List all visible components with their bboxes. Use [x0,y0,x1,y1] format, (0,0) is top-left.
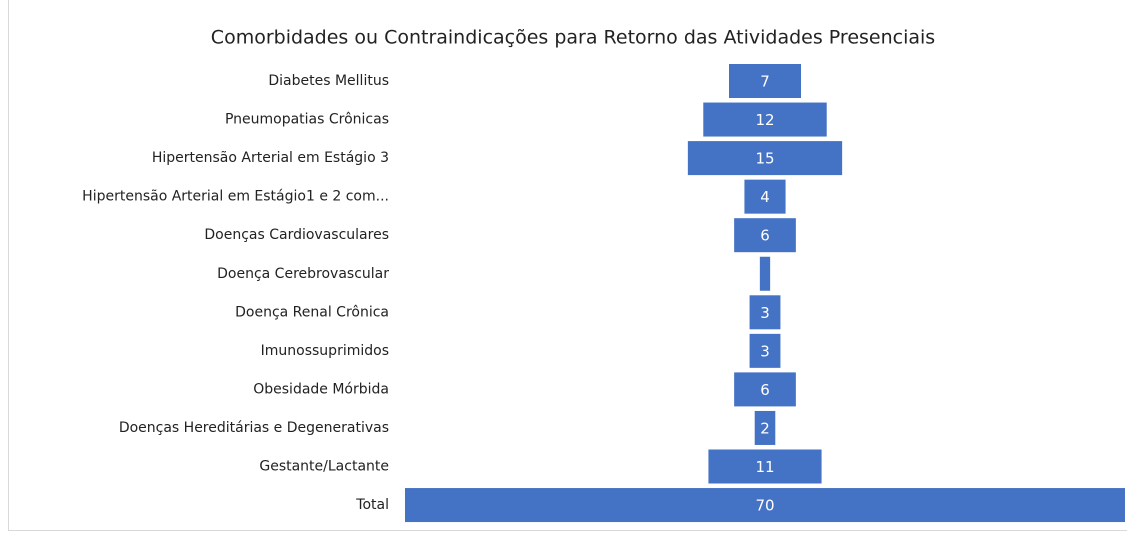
funnel-bar [749,295,781,330]
category-label: Obesidade Mórbida [253,381,389,397]
funnel-bar [754,410,776,445]
category-label: Gestante/Lactante [259,459,389,475]
category-label: Pneumopatias Crônicas [225,112,389,128]
funnel-bar [708,449,822,484]
funnel-bar [687,141,843,176]
data-label: 7 [760,73,770,91]
data-label: 15 [755,150,774,168]
funnel-bar [405,488,1125,523]
data-label: 3 [760,342,770,360]
funnel-bar [734,372,796,407]
category-label: Total [355,497,389,513]
category-label: Hipertensão Arterial em Estágio 3 [152,150,389,166]
category-label: Doença Renal Crônica [235,304,389,320]
data-label: 70 [755,497,774,515]
funnel-bar [749,333,781,368]
funnel-bar [759,256,771,291]
category-label: Doenças Hereditárias e Degenerativas [119,420,389,436]
chart-title: Comorbidades ou Contraindicações para Re… [211,27,935,49]
data-label: 6 [760,381,770,399]
category-label: Doença Cerebrovascular [217,266,389,282]
data-label: 11 [755,458,774,476]
category-label: Imunossuprimidos [261,343,389,359]
data-label: 3 [760,304,770,322]
category-label: Hipertensão Arterial em Estágio1 e 2 com… [82,189,389,205]
data-label: 2 [760,419,770,437]
data-label: 12 [755,111,774,129]
category-label: Doenças Cardiovasculares [204,227,389,243]
funnel-bar [703,102,827,137]
funnel-bar [744,179,786,214]
data-label: 6 [760,227,770,245]
funnel-bar [734,218,796,253]
category-label: Diabetes Mellitus [268,73,389,89]
data-label: 4 [760,188,770,206]
funnel-bar [729,64,801,98]
